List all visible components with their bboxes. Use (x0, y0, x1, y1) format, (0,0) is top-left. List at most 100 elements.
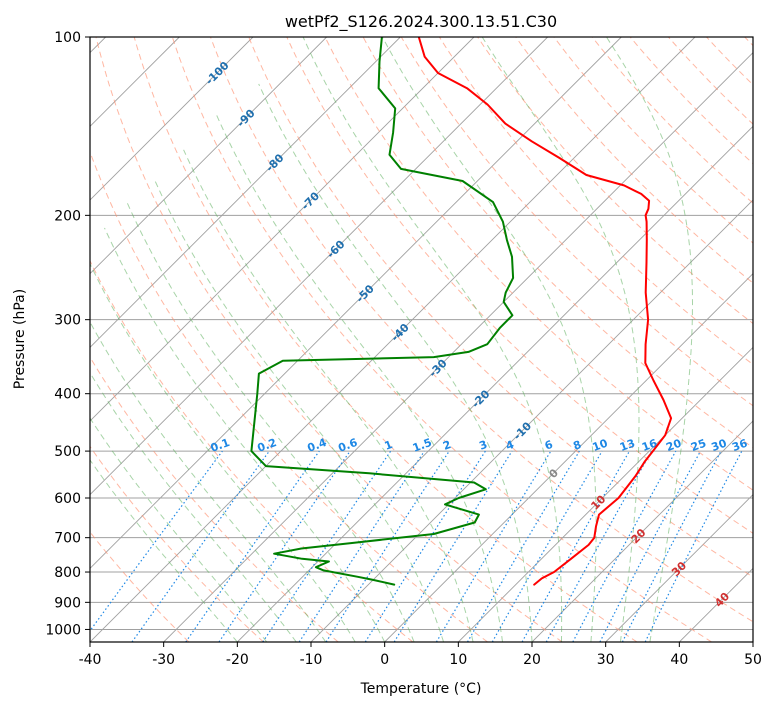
y-tick-label: 300 (54, 313, 81, 329)
mixing-ratio-label: 10 (591, 436, 610, 454)
mixing-ratio-label: 25 (689, 437, 708, 454)
moist-adiabat-line (258, 83, 533, 642)
y-tick-label: 800 (54, 565, 81, 581)
moist-adiabat-line (302, 37, 563, 642)
dry-adiabat-line (90, 259, 414, 642)
x-tick-label: -30 (152, 652, 175, 668)
isotherm-line (90, 37, 548, 496)
isotherm-line (90, 37, 401, 348)
isotherm-line (531, 420, 753, 642)
isotherm-line (90, 37, 622, 569)
mixing-ratio-line (325, 450, 450, 642)
y-tick-label: 600 (54, 491, 81, 507)
mixing-ratio-line (572, 450, 677, 642)
mixing-ratio-label: 4 (504, 438, 516, 453)
isotherm-line (605, 494, 753, 642)
y-tick-label: 400 (54, 387, 81, 403)
x-tick-label: -40 (79, 652, 102, 668)
mixing-ratio-line (131, 450, 270, 642)
isotherm-line (90, 37, 327, 275)
y-tick-label: 1000 (45, 622, 81, 638)
x-tick-label: 20 (523, 652, 541, 668)
mixing-ratio-label: 20 (664, 437, 683, 455)
mixing-ratio-line (491, 450, 603, 642)
isotherm-line (458, 346, 753, 642)
x-axis-label: Temperature (°C) (360, 681, 482, 697)
x-tick-label: 40 (670, 652, 688, 668)
mixing-ratio-label: 0.1 (209, 436, 232, 455)
moist-adiabat-line (90, 371, 297, 642)
isotherm-line (384, 273, 753, 642)
dry-adiabat-line (400, 37, 753, 407)
axis-ticks: -40 -30 -20 -10 0 10 20 30 40 5010020030040050060… (45, 30, 762, 668)
isotherm-line (90, 37, 254, 201)
x-tick-label: 50 (744, 652, 762, 668)
y-tick-label: 900 (54, 595, 81, 611)
dry-adiabat-line (90, 445, 264, 642)
mixing-ratio-line (185, 450, 320, 642)
moist-adiabat-line (381, 37, 597, 642)
mixing-ratio-label: 8 (572, 438, 584, 453)
y-axis-label: Pressure (hPa) (12, 289, 28, 389)
moist-adiabat-line (90, 459, 238, 642)
isotherm-line (163, 52, 753, 642)
mixing-ratio-line (364, 450, 486, 642)
mixing-ratio-label: 13 (618, 437, 637, 454)
mixing-ratio-line (521, 450, 631, 642)
y-tick-label: 500 (54, 444, 81, 460)
mixing-ratio-label: 1.5 (411, 436, 434, 455)
isotherm-line (237, 125, 753, 642)
mixing-ratio-label: 30 (710, 437, 729, 455)
chart-title: wetPf2_S126.2024.300.13.51.C30 (285, 12, 557, 32)
dry-adiabat-line (324, 37, 753, 491)
dry-adiabat-line (629, 37, 753, 165)
mixing-ratio-label: 3 (477, 438, 489, 453)
x-tick-label: -20 (226, 652, 249, 668)
moist-adiabat-line (126, 201, 415, 642)
x-tick-label: 0 (380, 652, 389, 668)
moist-adiabat-line (90, 321, 327, 642)
dry-adiabat-line (591, 37, 753, 204)
profile-layer (250, 37, 673, 586)
x-tick-label: -10 (300, 652, 323, 668)
mixing-ratio-label: 2 (441, 438, 453, 453)
mixing-ratio-label: 6 (543, 438, 555, 453)
moist-adiabat-line (481, 37, 640, 642)
dry-adiabat-line (210, 37, 753, 623)
mixing-ratio-label: 1 (383, 438, 395, 453)
dry-adiabat-line (362, 37, 753, 449)
dry-adiabat-line (515, 37, 753, 284)
mixing-ratio-line (393, 450, 513, 642)
dewpoint-profile-line (250, 37, 515, 586)
moist-adiabat-line (90, 417, 268, 642)
y-tick-label: 100 (54, 30, 81, 46)
moist-adiabat-line (606, 37, 693, 642)
mixing-ratio-line (545, 450, 653, 642)
temperature-profile-line (417, 37, 673, 586)
mixing-ratio-label: 0.2 (256, 436, 279, 455)
mixing-ratio-label: 36 (730, 437, 749, 455)
moist-adiabat-line (215, 113, 503, 642)
mixing-ratio-line (218, 450, 351, 642)
mixing-ratio-line (90, 450, 223, 632)
mixing-ratio-label: 0.6 (336, 436, 359, 455)
dry-adiabat-line (133, 37, 638, 642)
moist-adiabat-line (104, 227, 386, 642)
moist-adiabat-line (154, 180, 445, 642)
x-tick-label: 10 (449, 652, 467, 668)
dry-adiabat-line (95, 37, 563, 642)
dry-adiabat-line (477, 37, 753, 325)
mixing-ratio-line (435, 450, 552, 642)
y-tick-label: 200 (54, 208, 81, 224)
y-tick-label: 700 (54, 531, 81, 547)
isotherm-line (90, 37, 696, 642)
isotherm-line (90, 37, 475, 422)
moist-adiabat-line (90, 262, 356, 642)
grid-layer (90, 37, 753, 642)
plot-frame (89, 36, 754, 643)
dry-adiabat-line (248, 37, 753, 578)
moist-adiabat-line (183, 149, 474, 642)
dry-adiabat-line (171, 37, 712, 642)
